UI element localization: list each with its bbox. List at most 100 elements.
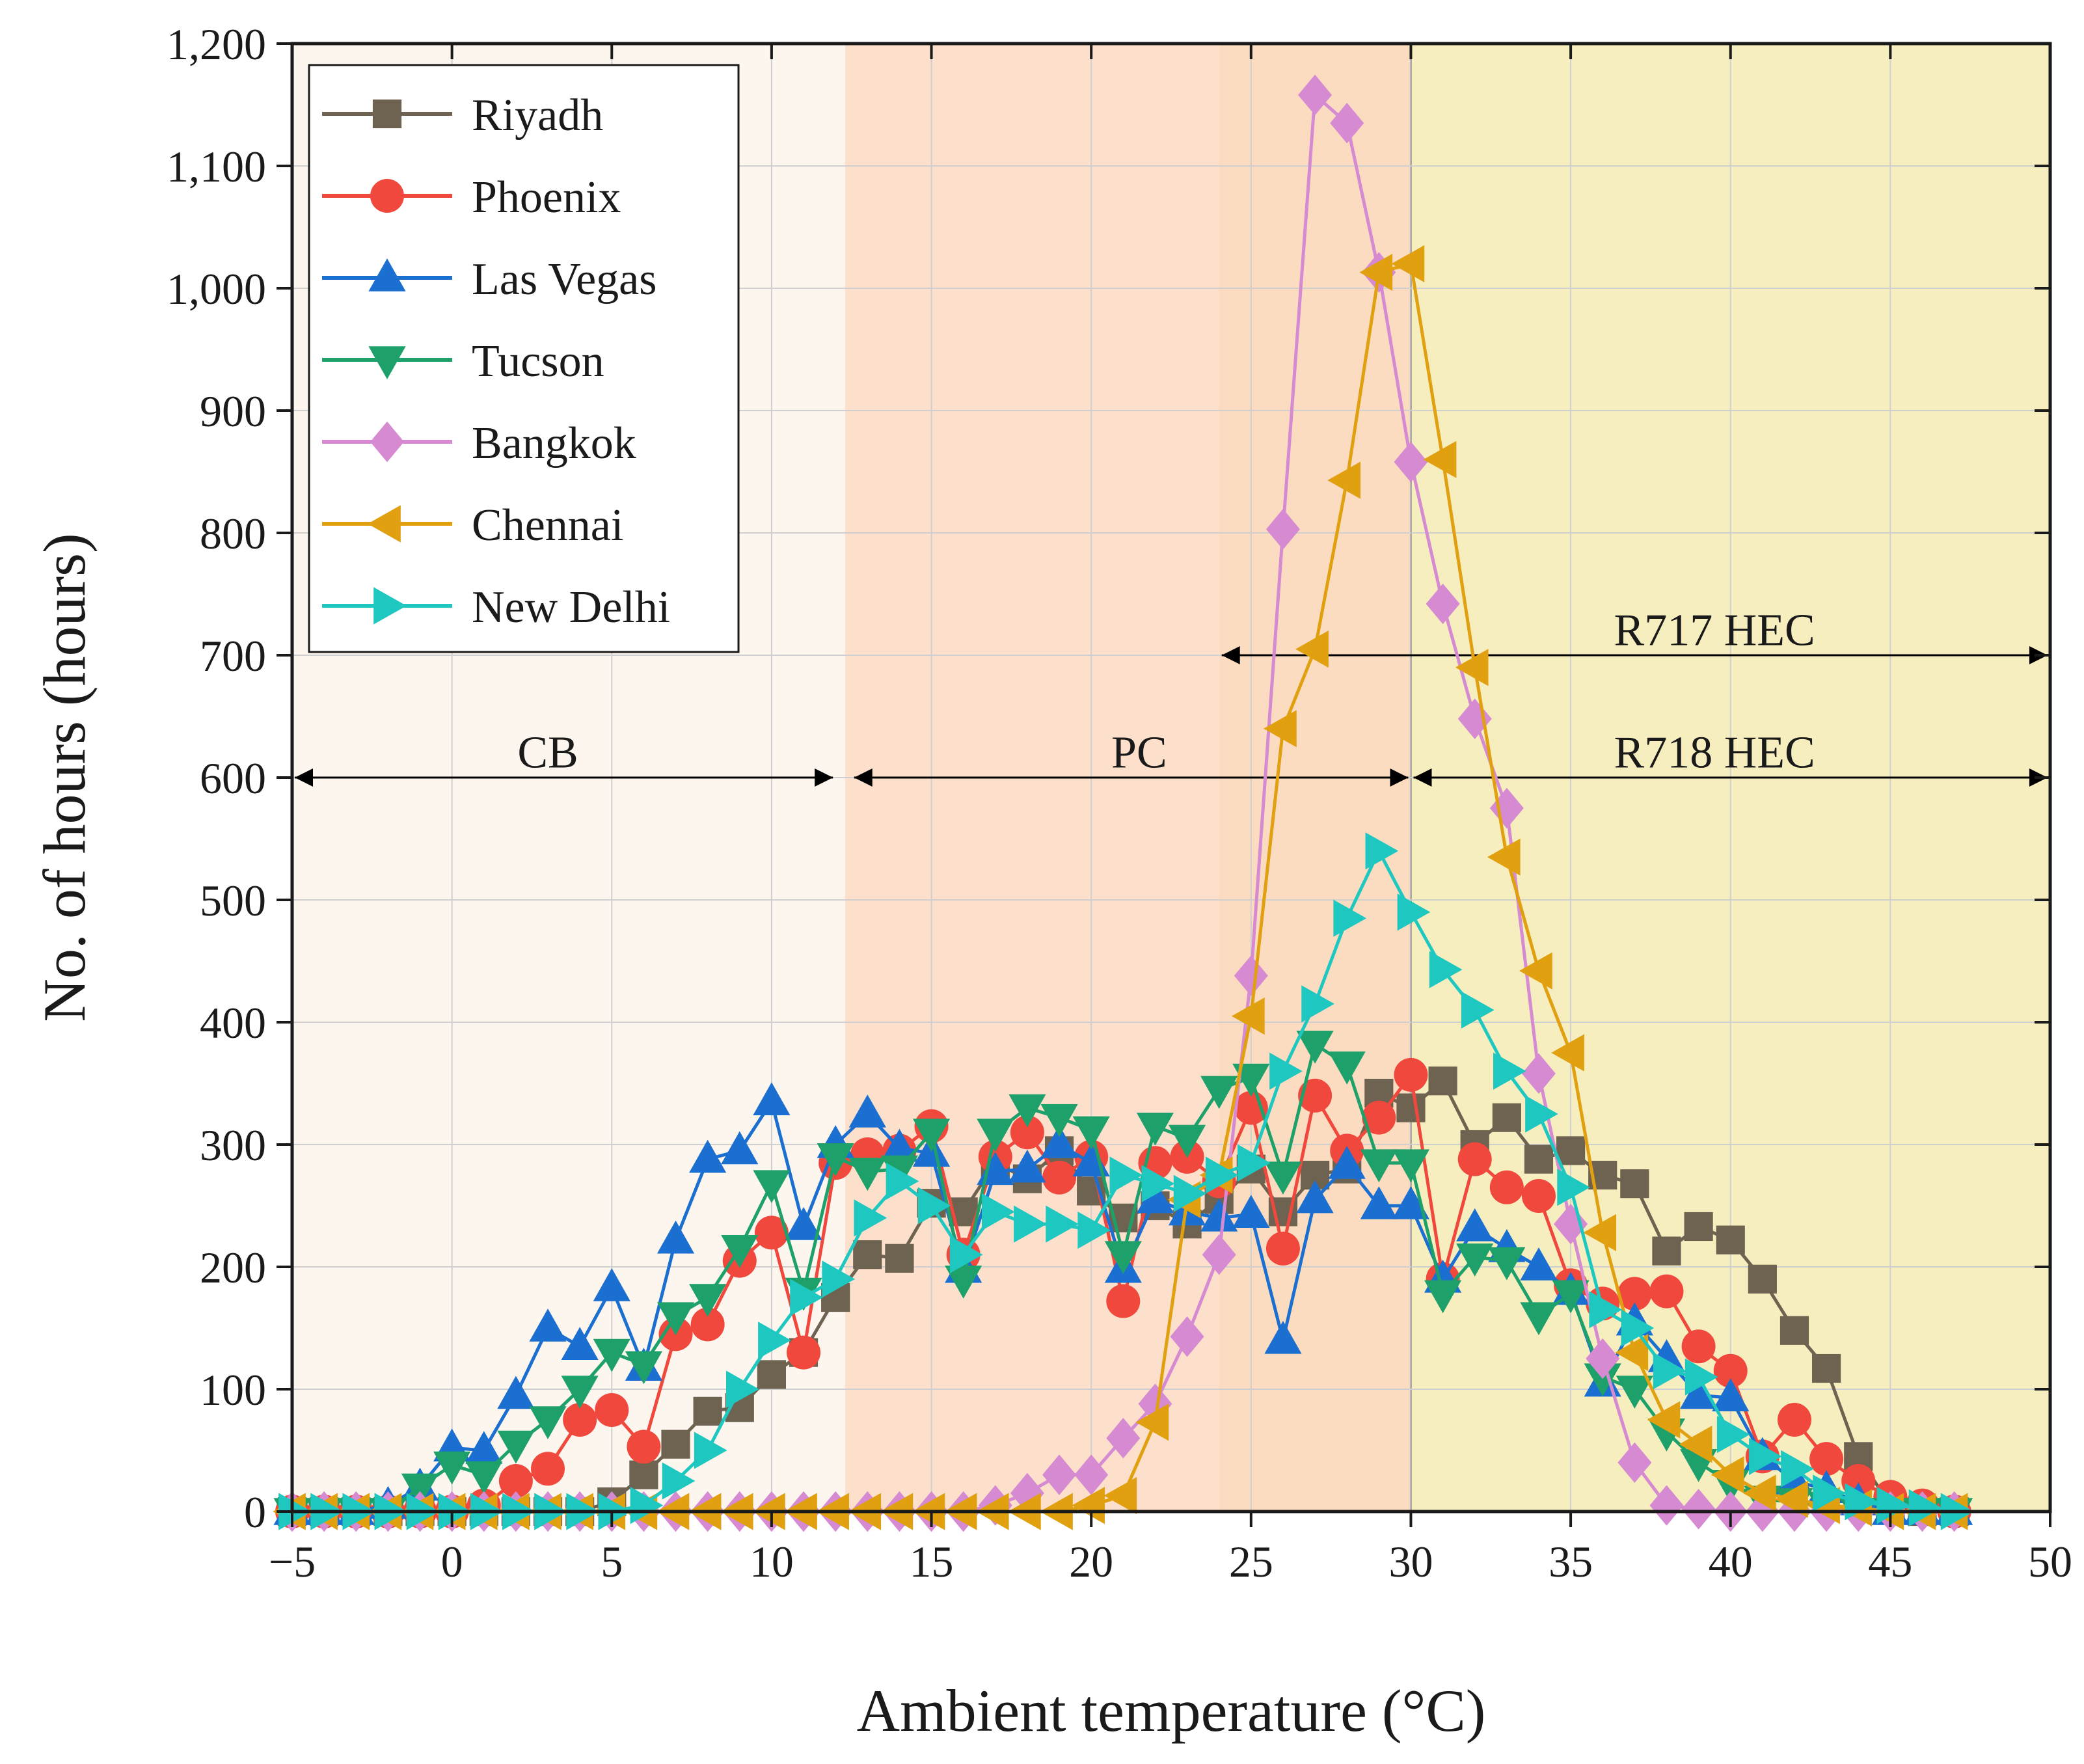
point-las-vegas-15 xyxy=(753,1082,791,1115)
x-tick-label-10: 10 xyxy=(750,1537,794,1586)
point-new-delhi-27 xyxy=(1141,1165,1175,1202)
x-tick-label-5: −5 xyxy=(269,1537,316,1586)
point-new-delhi-40 xyxy=(1557,1169,1590,1206)
point-phoenix-47 xyxy=(1777,1403,1811,1437)
point-tucson-17 xyxy=(817,1143,854,1176)
point-las-vegas-32 xyxy=(1296,1180,1334,1214)
point-las-vegas-30 xyxy=(1232,1195,1270,1228)
point-new-delhi-42 xyxy=(1621,1309,1655,1347)
point-las-vegas-29 xyxy=(1200,1198,1238,1232)
point-bangkok-33 xyxy=(1330,103,1364,144)
point-tucson-42 xyxy=(1616,1376,1653,1409)
x-tick-label-30: 30 xyxy=(1388,1537,1433,1586)
point-las-vegas-37 xyxy=(1456,1208,1494,1242)
point-chennai-40 xyxy=(1551,1034,1584,1072)
point-new-delhi-50 xyxy=(1876,1487,1910,1525)
legend-marker-tucson xyxy=(368,346,406,379)
point-new-delhi-23 xyxy=(1014,1205,1047,1243)
legend-marker-new-delhi xyxy=(373,587,407,625)
point-riyadh-45 xyxy=(1716,1225,1745,1255)
point-new-delhi-16 xyxy=(790,1279,823,1316)
y-axis-title: No. of hours (hours) xyxy=(31,533,98,1022)
point-phoenix-32 xyxy=(1298,1078,1333,1113)
point-new-delhi-43 xyxy=(1653,1352,1686,1390)
point-chennai-33 xyxy=(1327,461,1360,499)
annotation-label-r717-hec: R717 HEC xyxy=(1614,605,1815,655)
axes: −5 0 5 10 15 20 25 30 35 40 45 50010020030040050060… xyxy=(167,20,2072,1586)
y-tick-label-900: 900 xyxy=(200,387,266,436)
point-phoenix-26 xyxy=(1106,1284,1141,1318)
point-bangkok-30 xyxy=(1234,955,1268,996)
point-phoenix-11 xyxy=(627,1430,661,1464)
point-las-vegas-14 xyxy=(721,1131,759,1165)
point-bangkok-29 xyxy=(1202,1234,1236,1275)
point-new-delhi-41 xyxy=(1589,1291,1623,1329)
point-chennai-30 xyxy=(1231,997,1265,1035)
point-las-vegas-8 xyxy=(529,1309,567,1342)
point-tucson-14 xyxy=(721,1235,759,1268)
point-new-delhi-30 xyxy=(1238,1144,1271,1182)
y-tick-label-1000: 1,000 xyxy=(167,264,266,314)
point-phoenix-44 xyxy=(1681,1329,1716,1364)
point-phoenix-37 xyxy=(1457,1142,1492,1176)
point-phoenix-31 xyxy=(1265,1231,1300,1266)
point-phoenix-34 xyxy=(1362,1100,1396,1135)
point-new-delhi-51 xyxy=(1908,1489,1942,1527)
point-tucson-30 xyxy=(1232,1063,1270,1097)
y-tick-label-400: 400 xyxy=(200,998,266,1048)
point-new-delhi-45 xyxy=(1716,1415,1750,1454)
x-tick-label-20: 20 xyxy=(1069,1537,1113,1586)
point-phoenix-10 xyxy=(595,1392,629,1427)
point-new-delhi-34 xyxy=(1365,832,1399,870)
x-tick-label-35: 35 xyxy=(1549,1537,1593,1586)
point-new-delhi-21 xyxy=(949,1236,983,1273)
point-new-delhi-18 xyxy=(854,1199,887,1237)
point-riyadh-40 xyxy=(1556,1136,1586,1165)
point-las-vegas-33 xyxy=(1328,1146,1366,1179)
point-tucson-13 xyxy=(689,1284,727,1317)
point-bangkok-28 xyxy=(1170,1316,1204,1357)
point-riyadh-19 xyxy=(885,1243,914,1273)
legend-marker-las-vegas xyxy=(368,258,406,292)
point-tucson-39 xyxy=(1520,1302,1558,1336)
x-tick-label-15: 15 xyxy=(910,1537,954,1586)
point-tucson-7 xyxy=(497,1430,535,1464)
point-tucson-35 xyxy=(1392,1149,1430,1183)
point-chennai-45 xyxy=(1711,1456,1744,1494)
point-tucson-26 xyxy=(1104,1241,1142,1275)
legend-label-riyadh: Riyadh xyxy=(472,90,603,141)
point-new-delhi-13 xyxy=(694,1432,727,1469)
point-tucson-11 xyxy=(625,1351,662,1385)
point-las-vegas-18 xyxy=(848,1094,886,1128)
point-riyadh-38 xyxy=(1492,1103,1521,1132)
point-tucson-12 xyxy=(656,1302,695,1336)
point-tucson-8 xyxy=(529,1406,567,1439)
point-bangkok-31 xyxy=(1265,509,1300,550)
point-las-vegas-39 xyxy=(1520,1247,1558,1281)
point-chennai-35 xyxy=(1391,245,1425,282)
point-chennai-38 xyxy=(1487,838,1521,876)
y-tick-label-500: 500 xyxy=(200,876,266,925)
point-riyadh-35 xyxy=(1396,1093,1426,1122)
point-phoenix-45 xyxy=(1713,1353,1748,1388)
point-new-delhi-19 xyxy=(886,1162,919,1200)
y-tick-label-1200: 1,200 xyxy=(167,20,266,69)
point-bangkok-43 xyxy=(1649,1485,1684,1526)
point-new-delhi-14 xyxy=(725,1370,759,1408)
y-tick-label-1100: 1,100 xyxy=(167,142,266,191)
point-tucson-41 xyxy=(1584,1363,1621,1397)
point-riyadh-12 xyxy=(661,1430,690,1459)
point-tucson-29 xyxy=(1200,1076,1238,1109)
point-chennai-26 xyxy=(1103,1476,1137,1515)
point-new-delhi-25 xyxy=(1077,1212,1111,1249)
point-chennai-42 xyxy=(1615,1334,1649,1372)
point-new-delhi-39 xyxy=(1525,1095,1558,1133)
point-phoenix-24 xyxy=(1042,1160,1077,1195)
point-bangkok-26 xyxy=(1106,1418,1141,1459)
point-phoenix-39 xyxy=(1521,1178,1556,1213)
annotation-label-cb: CB xyxy=(517,727,578,778)
y-tick-label-300: 300 xyxy=(200,1120,266,1170)
legend-label-chennai: Chennai xyxy=(472,500,623,550)
point-phoenix-38 xyxy=(1489,1170,1524,1204)
point-tucson-31 xyxy=(1264,1161,1302,1195)
